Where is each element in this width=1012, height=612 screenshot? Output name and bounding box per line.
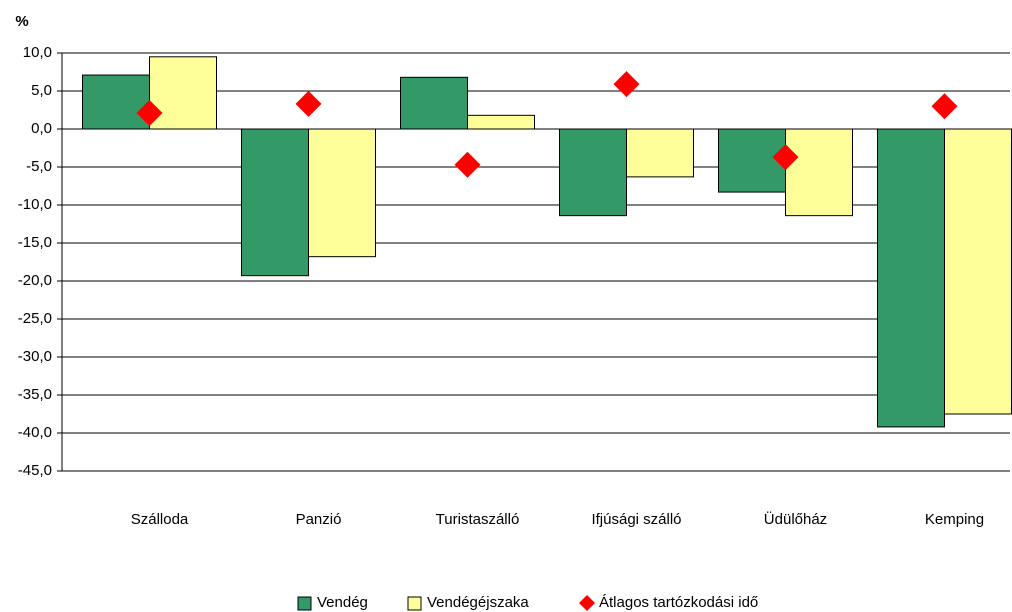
x-tick-label: Kemping [925, 511, 984, 528]
x-tick-label: Panzió [296, 511, 342, 528]
legend-marker [579, 595, 595, 611]
bar [82, 74, 150, 130]
y-tick-label: -30,0 [18, 348, 52, 365]
bar [877, 128, 945, 428]
y-tick-label: -45,0 [18, 462, 52, 479]
legend-marker [297, 596, 312, 611]
bar [241, 128, 309, 277]
diamond-marker [295, 90, 322, 117]
bar [149, 56, 217, 130]
diamond-marker [613, 71, 640, 98]
bar [467, 114, 535, 130]
y-tick-label: 0,0 [31, 120, 52, 137]
x-tick-label: Üdülőház [764, 510, 827, 528]
diamond-marker [136, 100, 163, 127]
x-tick-label: Ifjúsági szálló [591, 511, 681, 528]
y-tick-label: -20,0 [18, 272, 52, 289]
legend-label: Átlagos tartózkodási idő [599, 594, 758, 611]
bar [944, 128, 1012, 415]
y-tick-label: -15,0 [18, 234, 52, 251]
legend-label: Vendég [317, 594, 368, 611]
y-tick-label: -10,0 [18, 196, 52, 213]
bar [559, 128, 627, 217]
y-tick-label: -5,0 [26, 158, 52, 175]
y-tick-label: -25,0 [18, 310, 52, 327]
bar [626, 128, 694, 178]
bar [718, 128, 786, 193]
diamond-marker [931, 93, 958, 120]
x-tick-label: Szálloda [131, 511, 189, 528]
y-tick-label: 10,0 [23, 44, 52, 61]
diamond-marker [772, 144, 799, 171]
legend-marker [407, 596, 422, 611]
legend-label: Vendégéjszaka [427, 594, 529, 611]
y-tick-label: 5,0 [31, 82, 52, 99]
diamond-marker [454, 151, 481, 178]
y-axis-label: % [15, 13, 28, 30]
bar [400, 76, 468, 130]
bar [308, 128, 376, 258]
x-tick-label: Turistaszálló [436, 511, 520, 528]
bar [785, 128, 853, 217]
y-tick-label: -40,0 [18, 424, 52, 441]
y-tick-label: -35,0 [18, 386, 52, 403]
